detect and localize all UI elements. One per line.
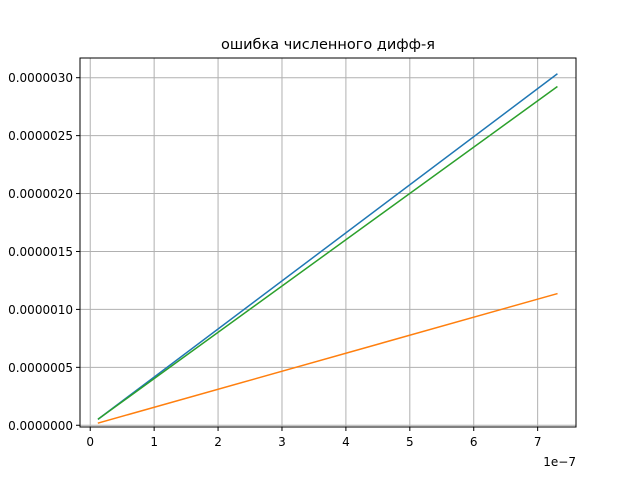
y-tick-label: 0.0000020 <box>8 187 73 201</box>
y-axis: 0.0000000 0.0000005 0.0000010 0.0000015 0.00… <box>8 71 80 433</box>
y-tick-label: 0.0000030 <box>8 71 73 85</box>
x-tick-label: 5 <box>406 435 414 449</box>
x-tick-label: 1 <box>150 435 158 449</box>
grid <box>80 58 576 427</box>
y-tick-label: 0.0000000 <box>8 419 73 433</box>
y-tick-label: 0.0000010 <box>8 303 73 317</box>
x-tick-label: 7 <box>534 435 542 449</box>
series-line-2 <box>97 292 558 424</box>
x-axis: 0 1 2 3 4 5 6 7 <box>86 427 541 449</box>
plot-frame <box>79 57 577 428</box>
x-offset-label: 1e−7 <box>543 455 576 469</box>
x-tick-label: 6 <box>470 435 478 449</box>
x-tick-label: 3 <box>278 435 286 449</box>
x-tick-label: 4 <box>342 435 350 449</box>
series-line-1 <box>97 73 558 420</box>
y-tick-label: 0.0000015 <box>8 245 73 259</box>
y-tick-label: 0.0000005 <box>8 361 73 375</box>
series-layer <box>97 73 558 424</box>
chart-title: ошибка численного дифф-я <box>221 37 435 53</box>
y-tick-label: 0.0000025 <box>8 129 73 143</box>
x-tick-label: 2 <box>214 435 222 449</box>
x-tick-label: 0 <box>86 435 94 449</box>
series-line-3 <box>97 85 558 420</box>
